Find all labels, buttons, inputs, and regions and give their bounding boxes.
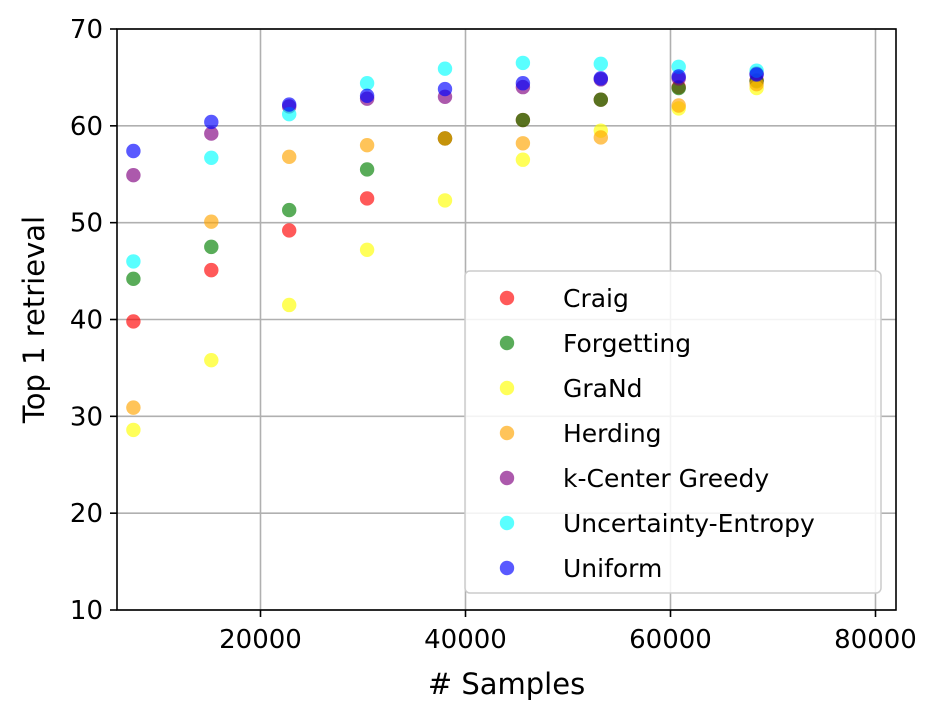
data-point [126, 271, 141, 287]
legend-marker [499, 335, 515, 351]
y-tick-label: 60 [70, 112, 103, 142]
x-axis-label: # Samples [428, 667, 585, 701]
x-tick-label: 80000 [834, 625, 917, 655]
legend-label: Uniform [563, 554, 662, 583]
data-point [204, 352, 219, 368]
legend-marker [499, 380, 515, 396]
data-point [437, 81, 453, 97]
data-point [515, 112, 531, 128]
data-point [126, 314, 141, 329]
data-point [282, 97, 297, 112]
legend-marker [499, 515, 515, 531]
legend-marker [499, 425, 515, 441]
legend-label: Craig [563, 284, 629, 313]
data-point [437, 131, 453, 146]
data-point [749, 67, 764, 82]
data-points [126, 55, 764, 438]
axis-ticks: 20000 40000 60000 80000 10 20 30 40 50 60 70 [70, 15, 917, 655]
data-point [204, 150, 219, 165]
data-point [359, 191, 375, 206]
data-point [359, 88, 375, 104]
y-axis-label: Top 1 retrieval [17, 216, 51, 424]
data-point [204, 262, 219, 278]
data-point [671, 98, 686, 113]
data-point [359, 76, 375, 91]
legend-label: Forgetting [563, 329, 691, 358]
data-point [359, 138, 375, 153]
x-tick-label: 20000 [219, 625, 302, 655]
data-point [204, 126, 219, 141]
y-tick-label: 40 [70, 306, 103, 336]
legend-marker [499, 290, 515, 306]
legend-box [464, 270, 882, 594]
data-point [515, 152, 531, 167]
data-point [593, 56, 608, 72]
y-tick-label: 50 [70, 209, 103, 239]
legend-label: Uncertainty-Entropy [563, 509, 815, 538]
data-point [359, 162, 375, 177]
y-tick-label: 70 [70, 15, 103, 45]
data-point [282, 149, 297, 165]
data-point [126, 400, 141, 415]
data-point [204, 214, 219, 229]
data-point [515, 55, 531, 71]
data-point [282, 202, 297, 218]
data-point [126, 168, 141, 183]
x-tick-label: 60000 [629, 625, 712, 655]
data-point [437, 61, 453, 76]
y-tick-label: 10 [70, 596, 103, 626]
data-point [671, 69, 686, 84]
data-point [593, 71, 608, 86]
data-point [126, 422, 141, 438]
data-point [515, 76, 531, 91]
data-point [593, 92, 608, 107]
data-point [282, 223, 297, 238]
y-tick-label: 30 [70, 402, 103, 432]
x-tick-label: 40000 [424, 625, 507, 655]
y-tick-label: 20 [70, 499, 103, 529]
legend-label: Herding [563, 419, 662, 448]
data-point [593, 130, 608, 145]
data-point [437, 193, 453, 208]
data-point [515, 136, 531, 151]
legend-marker [499, 470, 515, 486]
data-point [204, 239, 219, 255]
legend-marker [499, 560, 515, 576]
data-point [204, 114, 219, 130]
legend-label: GraNd [563, 374, 643, 403]
data-point [126, 143, 141, 159]
data-point [359, 242, 375, 257]
data-point [282, 297, 297, 313]
legend-label: k-Center Greedy [563, 464, 769, 493]
legend: Craig Forgetting GraNd Herding k-Center Gree… [464, 270, 882, 594]
data-point [126, 254, 141, 269]
